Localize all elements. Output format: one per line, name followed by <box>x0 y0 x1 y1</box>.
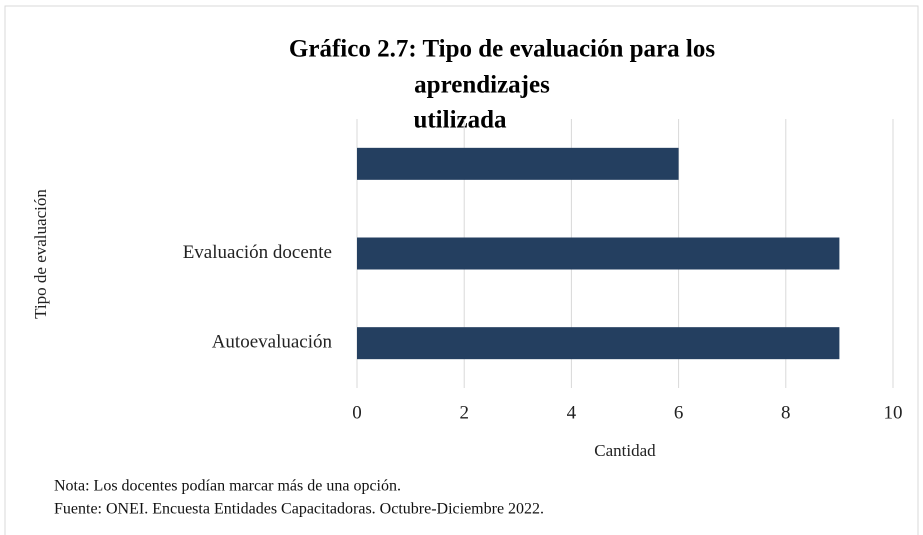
x-tick-label: 8 <box>781 402 791 423</box>
x-axis-label: Cantidad <box>594 441 656 460</box>
chart-title: utilizada <box>413 107 507 134</box>
bar <box>357 147 679 180</box>
x-tick-label: 0 <box>352 402 362 423</box>
x-tick-label: 10 <box>884 402 903 423</box>
x-tick-label: 2 <box>459 402 469 423</box>
note: Fuente: ONEI. Encuesta Entidades Capacit… <box>54 501 544 518</box>
y-axis-label: Tipo de evaluación <box>31 189 50 319</box>
frame <box>4 5 919 535</box>
x-tick-label: 4 <box>567 402 577 423</box>
note: Nota: Los docentes podían marcar más de … <box>54 478 401 495</box>
y-tick-label: Evaluación docente <box>183 242 332 263</box>
y-tick-label: Autoevaluación <box>212 332 333 353</box>
chart-title: aprendizajes <box>414 72 550 99</box>
chart-title: Gráfico 2.7: Tipo de evaluación para los <box>289 36 715 63</box>
bar <box>357 237 840 270</box>
bar <box>357 327 840 360</box>
x-tick-label: 6 <box>674 402 684 423</box>
